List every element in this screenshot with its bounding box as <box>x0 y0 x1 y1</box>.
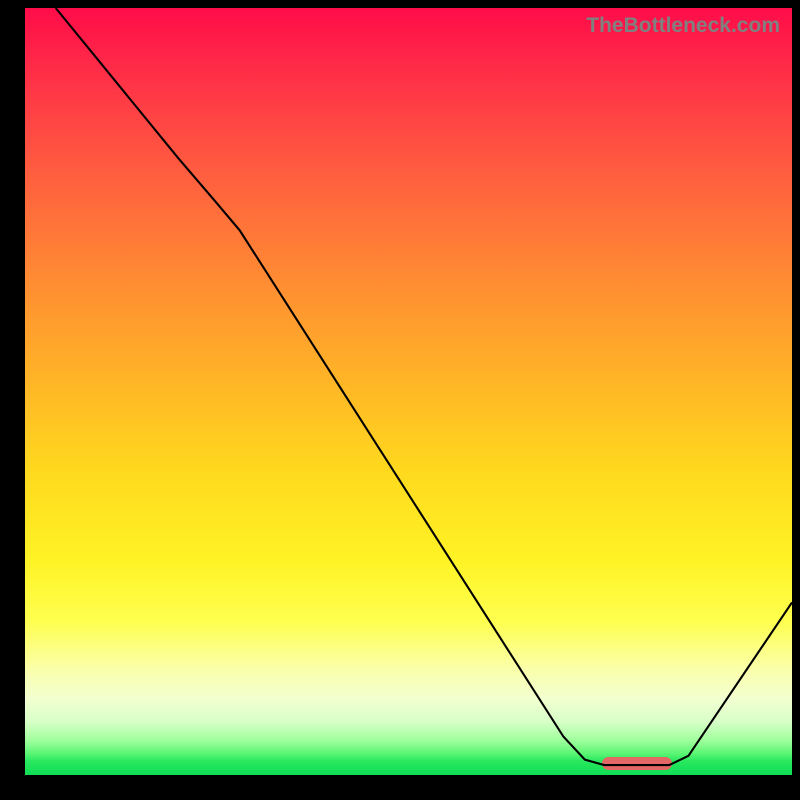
credit-watermark: TheBottleneck.com <box>586 14 780 38</box>
chart-container: TheBottleneck.com <box>0 0 800 800</box>
bottleneck-curve-path <box>56 8 792 765</box>
plot-area: TheBottleneck.com <box>25 8 792 775</box>
bottleneck-curve <box>25 8 792 775</box>
